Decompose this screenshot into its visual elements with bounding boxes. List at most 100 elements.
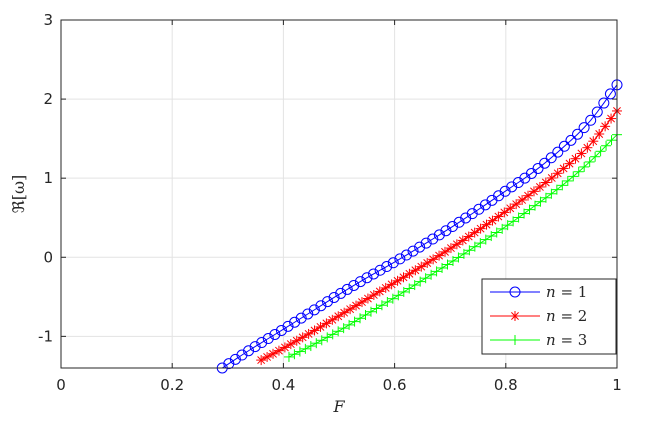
series-2-point-stroke — [500, 208, 509, 217]
series-2-point — [428, 254, 439, 265]
series-3-point — [606, 135, 617, 146]
series-1-point-circle — [262, 333, 274, 345]
series-2-point-stroke — [274, 346, 283, 355]
series-1-point — [381, 261, 393, 273]
series-3-point — [442, 259, 453, 270]
series-1-point — [374, 264, 386, 276]
series-2-point-stroke — [494, 212, 503, 221]
x-tick-label: 0.2 — [160, 376, 184, 394]
legend-label: n = 1 — [546, 283, 587, 301]
x-tick-label: 0.4 — [271, 376, 295, 394]
series-1-point-circle — [328, 291, 340, 303]
series-1-point — [558, 140, 570, 152]
series-3-point — [404, 283, 415, 294]
series-2-point — [392, 275, 403, 286]
series-3-point — [458, 248, 469, 259]
series-3-point — [502, 220, 513, 231]
series-2-point — [517, 194, 528, 205]
series-2-point — [445, 243, 456, 254]
series-3-point — [344, 319, 355, 330]
series-3-point — [376, 300, 387, 311]
series-3-point — [464, 245, 475, 256]
y-tick-label: 3 — [43, 11, 53, 29]
series-2-point-stroke — [405, 269, 414, 278]
series-2-point-stroke — [559, 164, 568, 173]
series-2-point — [552, 168, 563, 179]
series-1-point — [545, 152, 557, 164]
series-1-point-circle — [604, 88, 616, 100]
series-2-point-stroke — [263, 352, 272, 361]
series-3-point — [365, 306, 376, 317]
legend-label: n = 2 — [546, 307, 587, 325]
legend-marker — [510, 311, 520, 321]
series-3-point — [305, 341, 316, 352]
series-1-point — [427, 233, 439, 245]
series-2-point-stroke — [375, 287, 384, 296]
series-1-point-circle — [354, 276, 366, 288]
series-2-point — [469, 227, 480, 238]
series-3-point — [426, 269, 437, 280]
series-3-point — [475, 238, 486, 249]
series-3-point — [355, 313, 366, 324]
series-1-point-circle — [394, 253, 406, 265]
series-2-point — [309, 325, 320, 336]
series-2-point — [327, 314, 338, 325]
series-3-point — [327, 329, 338, 340]
series-2 — [256, 105, 622, 366]
series-2-point — [297, 332, 308, 343]
series-1-point — [394, 253, 406, 265]
series-2-point-stroke — [589, 137, 598, 146]
series-2-point-stroke — [286, 340, 295, 349]
legend-marker-circle — [509, 286, 521, 298]
series-1-point — [604, 88, 616, 100]
series-2-point-stroke — [565, 159, 574, 168]
series-2-point — [440, 246, 451, 257]
series-1-point-circle — [585, 114, 597, 126]
series-1-point-circle — [545, 152, 557, 164]
series-1-point-circle — [282, 320, 294, 332]
series-1-point-circle — [275, 324, 287, 336]
series-3-point — [480, 234, 491, 245]
series-2-point — [351, 300, 362, 311]
series-3-point — [469, 241, 480, 252]
series-2-point — [398, 272, 409, 283]
series-2-point — [600, 121, 611, 132]
series-1-point-circle — [552, 146, 564, 158]
x-tick-labels: 0 0.2 0.4 0.6 0.8 1 — [56, 376, 622, 394]
series-2-point-stroke — [470, 228, 479, 237]
series-2-point-stroke — [512, 200, 521, 209]
series-1-point-circle — [440, 225, 452, 237]
series-3-point — [595, 146, 606, 157]
series-2-point — [463, 231, 474, 242]
series-2-point — [291, 335, 302, 346]
series-2-point — [481, 219, 492, 230]
series-3 — [283, 129, 622, 362]
series-2-point-stroke — [399, 273, 408, 282]
series-2-point-stroke — [340, 308, 349, 317]
legend-entry-1: n = 1 — [490, 283, 587, 301]
series-2-point-stroke — [458, 236, 467, 245]
legend-val: 2 — [578, 307, 588, 325]
series-1-point — [552, 146, 564, 158]
series-3-point — [393, 290, 404, 301]
y-tick-label: -1 — [38, 327, 53, 345]
legend-val: 1 — [578, 283, 588, 301]
series-3-point — [535, 196, 546, 207]
series-2-point-stroke — [352, 301, 361, 310]
series-2-point — [499, 207, 510, 218]
series-3-point — [371, 303, 382, 314]
series-1-point — [262, 333, 274, 345]
series-2-point-stroke — [488, 216, 497, 225]
series-1-point — [585, 114, 597, 126]
series-1 — [216, 79, 623, 374]
series-2-point — [528, 186, 539, 197]
series-2-point-stroke — [411, 266, 420, 275]
series-1-point-circle — [269, 328, 281, 340]
series-2-point — [279, 342, 290, 353]
series-2-point-stroke — [482, 220, 491, 229]
series-3-point — [338, 323, 349, 334]
series-3-point — [557, 180, 568, 191]
series-1-point — [341, 283, 353, 295]
series-3-point — [420, 273, 431, 284]
series-2-point-stroke — [387, 280, 396, 289]
